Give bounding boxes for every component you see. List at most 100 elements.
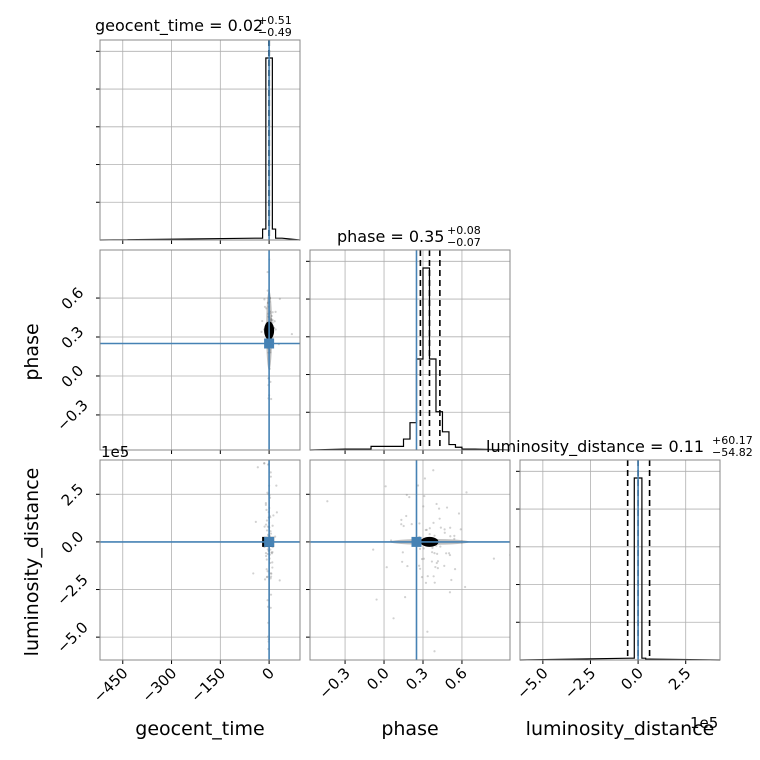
panel-border xyxy=(309,459,511,661)
title-text: geocent_time = 0.02 xyxy=(95,16,263,36)
scatter-point xyxy=(269,475,272,478)
scatter-point xyxy=(389,539,393,542)
scatter-point xyxy=(424,581,428,584)
truth-marker xyxy=(411,536,422,547)
scatter-point xyxy=(271,524,274,527)
histogram-step xyxy=(519,477,721,661)
scatter-point xyxy=(422,547,425,550)
scatter-point xyxy=(263,578,267,581)
scatter-point xyxy=(422,505,425,508)
scatter-point xyxy=(265,529,269,532)
scatter-point xyxy=(448,591,452,594)
scatter-point xyxy=(392,617,395,620)
hist-panel-geocent-time xyxy=(96,39,301,244)
hist-panel-phase xyxy=(306,249,511,454)
scatter-point xyxy=(428,527,431,530)
scatter-point xyxy=(410,523,413,526)
scatter-point xyxy=(406,564,409,568)
scatter-point xyxy=(416,484,420,487)
scatter-point xyxy=(265,558,268,561)
scatter-point xyxy=(266,552,269,556)
scatter-point xyxy=(269,606,272,609)
scatter-point xyxy=(275,484,278,487)
scatter-point xyxy=(420,557,424,561)
panel-border xyxy=(519,459,721,661)
scatter-point xyxy=(266,289,269,292)
title-geocent-time: geocent_time = 0.02 +0.51 −0.49 xyxy=(95,14,292,39)
scatter-point xyxy=(264,523,268,526)
title-plus: +60.17 xyxy=(712,434,753,447)
scatter-point xyxy=(270,314,273,318)
scatter-point xyxy=(424,528,427,532)
scatter-panel-phase-vs-luminosity-distance xyxy=(306,459,511,664)
scatter-point xyxy=(270,397,273,401)
scatter-point xyxy=(449,526,452,529)
scatter-point xyxy=(252,572,255,575)
scatter-point xyxy=(260,330,263,334)
scatter-point xyxy=(385,566,388,569)
scatter-point xyxy=(492,557,496,560)
scatter-point xyxy=(433,581,436,584)
title-text: phase = 0.35 xyxy=(337,227,444,246)
title-phase: phase = 0.35 +0.08 −0.07 xyxy=(337,224,481,249)
scatter-point xyxy=(463,585,467,589)
title-plus: +0.51 xyxy=(258,14,292,27)
scatter-point xyxy=(430,551,434,554)
scatter-point xyxy=(453,537,456,540)
scatter-point xyxy=(266,270,269,274)
scatter-point xyxy=(437,507,441,510)
scatter-point xyxy=(408,496,411,499)
scatter-point xyxy=(436,560,440,563)
scatter-point xyxy=(426,575,429,578)
y-scale-label: 1e5 xyxy=(101,443,129,461)
scatter-point xyxy=(453,534,456,537)
scatter-point xyxy=(457,512,461,515)
scatter-point xyxy=(278,579,281,582)
scatter-point xyxy=(432,575,435,578)
scatter-point xyxy=(269,471,272,474)
scatter-point xyxy=(443,531,446,534)
scatter-point xyxy=(261,319,264,323)
scatter-point xyxy=(432,469,435,472)
scatter-point xyxy=(273,320,276,323)
scatter-point xyxy=(426,630,429,633)
scatter-point xyxy=(436,567,439,570)
scatter-point xyxy=(254,520,257,523)
scatter-point xyxy=(263,298,266,301)
panel-border xyxy=(99,249,301,451)
scatter-point xyxy=(266,599,269,602)
scatter-point xyxy=(400,523,403,526)
scatter-point xyxy=(290,332,293,336)
scatter-point xyxy=(405,514,408,518)
scatter-point xyxy=(401,551,404,554)
scatter-point xyxy=(271,561,274,564)
scatter-point xyxy=(433,650,436,653)
scatter-point xyxy=(438,517,441,520)
x-scale-label: 1e5 xyxy=(690,714,718,732)
scatter-point xyxy=(443,528,446,531)
scatter-point xyxy=(447,552,451,555)
title-minus: −54.82 xyxy=(712,446,753,459)
hist-panel-luminosity-distance xyxy=(516,459,721,664)
scatter-point xyxy=(450,578,453,582)
scatter-point xyxy=(266,570,269,573)
title-minus: −0.07 xyxy=(447,236,481,249)
scatter-point xyxy=(422,557,425,560)
x-axis-label-geocent-time: geocent_time xyxy=(135,718,264,740)
scatter-point xyxy=(448,553,452,557)
scatter-point xyxy=(445,552,448,555)
scatter-point xyxy=(445,506,449,509)
scatter-point xyxy=(434,565,437,569)
scatter-point xyxy=(274,328,277,331)
scatter-point xyxy=(436,552,439,555)
scatter-point xyxy=(425,528,428,531)
scatter-point xyxy=(265,575,269,579)
scatter-point xyxy=(269,575,273,578)
scatter-point xyxy=(443,564,446,567)
scatter-point xyxy=(265,568,268,571)
scatter-point xyxy=(400,518,403,521)
scatter-point xyxy=(264,501,267,505)
y-axis-label-luminosity-distance: luminosity_distance xyxy=(21,468,43,657)
scatter-point xyxy=(266,491,269,494)
